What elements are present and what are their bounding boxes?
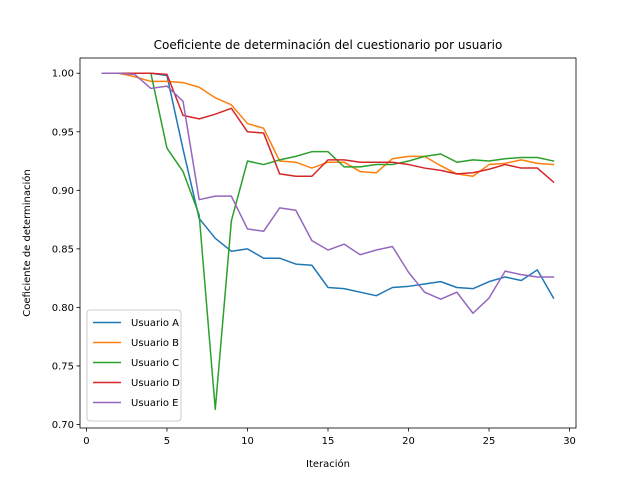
series-line-5 xyxy=(101,72,555,314)
x-tick-label: 0 xyxy=(83,436,89,447)
y-tick-label: 0.90 xyxy=(52,186,74,197)
x-tick-label: 25 xyxy=(483,436,496,447)
y-tick-label: 1.00 xyxy=(52,69,74,80)
series-line-3 xyxy=(101,72,555,411)
x-axis: 0 5 10 15 20 25 30 xyxy=(83,428,576,447)
plot-area xyxy=(101,72,555,411)
series-line-4 xyxy=(101,72,555,184)
x-tick-label: 5 xyxy=(164,436,170,447)
x-tick-label: 30 xyxy=(563,436,576,447)
chart-title: Coeficiente de determinación del cuestio… xyxy=(154,38,503,52)
y-tick-label: 0.80 xyxy=(52,303,74,314)
y-tick-label: 0.70 xyxy=(52,420,74,431)
legend-label-1: Usuario A xyxy=(131,318,179,329)
x-tick-label: 20 xyxy=(402,436,415,447)
x-tick-label: 15 xyxy=(322,436,335,447)
x-axis-title: Iteración xyxy=(306,458,350,470)
legend-box xyxy=(86,309,182,422)
y-tick-label: 0.85 xyxy=(52,244,74,255)
y-axis-title: Coeficiente de determinación xyxy=(21,169,33,316)
legend-label-3: Usuario C xyxy=(131,358,179,369)
x-tick-label: 10 xyxy=(241,436,254,447)
series-line-2 xyxy=(101,72,555,178)
series-line-1 xyxy=(101,72,555,300)
legend-label-2: Usuario B xyxy=(131,338,179,349)
legend-label-4: Usuario D xyxy=(131,378,180,389)
y-axis: 0.70 0.75 0.80 0.85 0.90 0.95 1.00 xyxy=(52,69,80,431)
legend-label-5: Usuario E xyxy=(131,398,179,409)
y-tick-label: 0.75 xyxy=(52,361,74,372)
legend: Usuario A Usuario B Usuario C Usuario D Usua… xyxy=(86,309,182,422)
y-tick-label: 0.95 xyxy=(52,127,74,138)
